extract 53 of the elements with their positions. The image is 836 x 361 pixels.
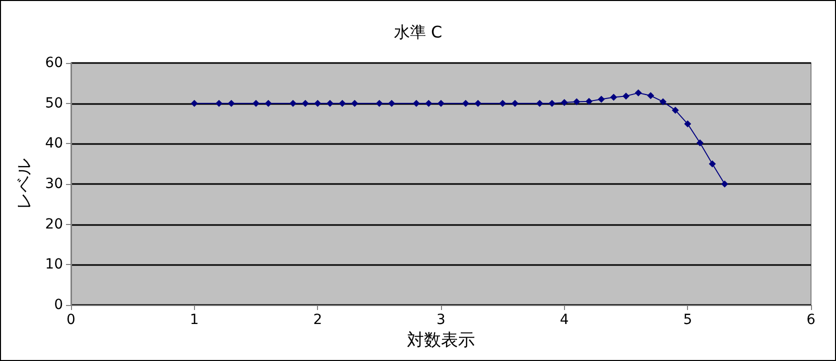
point — [573, 98, 580, 106]
point — [708, 160, 716, 168]
point — [264, 100, 272, 107]
point — [512, 100, 518, 107]
x-tick-label: 1 — [190, 312, 199, 328]
point — [499, 100, 506, 107]
y-tick-label: 50 — [45, 95, 63, 112]
y-tick-label: 10 — [45, 256, 63, 273]
point — [438, 100, 444, 107]
point — [388, 100, 396, 107]
y-tick-label: 60 — [45, 55, 63, 71]
point — [314, 100, 322, 107]
point — [660, 98, 666, 106]
point — [721, 180, 728, 188]
x-tick-label: 2 — [313, 312, 322, 328]
point — [302, 100, 309, 107]
x-tick-label: 6 — [806, 312, 816, 328]
point — [190, 100, 198, 107]
point — [412, 100, 420, 107]
point — [672, 106, 679, 114]
point — [228, 100, 235, 107]
point — [696, 139, 704, 146]
point — [598, 96, 605, 103]
point — [252, 100, 260, 107]
point — [560, 99, 568, 106]
point — [351, 100, 358, 107]
point — [425, 100, 432, 107]
point — [536, 100, 544, 107]
point — [338, 100, 346, 107]
x-tick-label: 4 — [560, 312, 569, 328]
point — [610, 94, 618, 101]
y-tick-label: 30 — [45, 176, 63, 192]
chart-title: 水準 C — [394, 22, 442, 42]
point — [376, 100, 383, 107]
x-tick-label: 0 — [66, 312, 76, 328]
point — [622, 92, 630, 100]
point — [647, 92, 654, 100]
y-tick-label: 20 — [45, 216, 63, 232]
x-axis-title: 対数表示 — [407, 330, 475, 350]
x-tick-label: 3 — [436, 312, 446, 328]
y-tick-label: 40 — [45, 136, 63, 152]
point — [684, 120, 692, 128]
y-axis-title: レベル — [14, 158, 34, 210]
point — [326, 100, 334, 107]
point — [586, 98, 592, 105]
y-tick-label: 0 — [54, 297, 63, 313]
point — [462, 100, 470, 107]
point — [216, 100, 222, 107]
point — [548, 100, 556, 107]
point — [634, 89, 642, 96]
point — [474, 100, 482, 107]
point — [290, 100, 296, 107]
x-tick-label: 5 — [683, 312, 692, 328]
